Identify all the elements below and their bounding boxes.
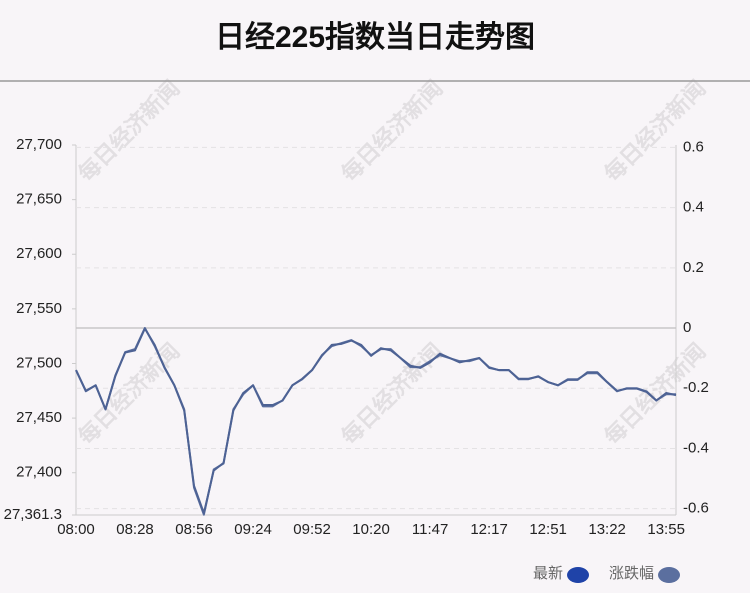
y2-tick-label: 0 — [683, 319, 691, 336]
y2-tick-label: -0.6 — [683, 500, 709, 517]
x-tick-label: 11:47 — [412, 521, 448, 538]
legend-swatch — [658, 567, 681, 583]
y2-tick-label: -0.2 — [683, 379, 709, 396]
y2-tick-label: 0.4 — [683, 199, 704, 216]
y2-tick-label: 0.6 — [683, 138, 704, 155]
y-tick-label: 27,450 — [16, 409, 62, 426]
x-tick-label: 10:20 — [352, 521, 390, 538]
y-tick-label: 27,550 — [16, 300, 62, 317]
x-tick-label: 13:22 — [588, 521, 626, 538]
series-line — [75, 327, 677, 515]
y-tick-label: 27,361.3 — [4, 506, 62, 523]
x-tick-label: 08:56 — [175, 521, 213, 538]
y-tick-label: 27,650 — [16, 191, 62, 208]
y2-tick-label: -0.4 — [683, 439, 709, 456]
x-tick-label: 13:55 — [647, 521, 685, 538]
y-tick-label: 27,700 — [16, 136, 62, 153]
legend-swatch — [567, 567, 590, 583]
x-tick-label: 12:17 — [470, 521, 508, 538]
y-tick-label: 27,500 — [16, 354, 62, 371]
legend-label: 涨跌幅 — [609, 565, 654, 582]
y-tick-label: 27,400 — [16, 464, 62, 481]
x-tick-label: 09:24 — [234, 521, 272, 538]
x-tick-label: 08:28 — [116, 521, 154, 538]
legend-label: 最新 — [533, 565, 563, 582]
x-tick-label: 09:52 — [293, 521, 331, 538]
x-tick-label: 08:00 — [57, 521, 95, 538]
x-tick-label: 12:51 — [529, 521, 567, 538]
y2-tick-label: 0.2 — [683, 259, 704, 276]
y-tick-label: 27,600 — [16, 245, 62, 262]
chart-title: 日经225指数当日走势图 — [215, 20, 535, 54]
